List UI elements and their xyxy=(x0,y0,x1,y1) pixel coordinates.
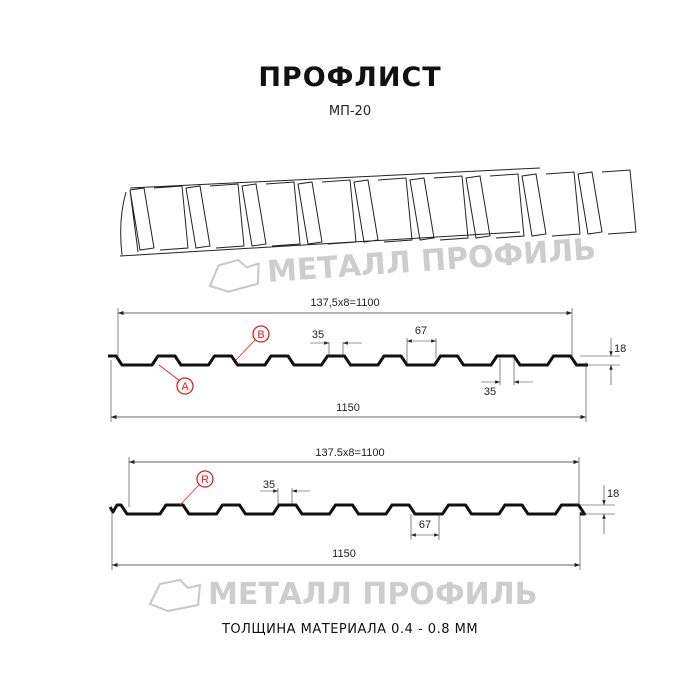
logo-icon xyxy=(208,258,260,293)
watermark-top: МЕТАЛЛ ПРОФИЛЬ xyxy=(208,232,597,293)
page-subtitle: МП-20 xyxy=(328,104,372,119)
sheet-3d-ribs xyxy=(119,167,637,257)
svg-text:R: R xyxy=(201,474,209,486)
height-dim-label: 18 xyxy=(607,488,619,500)
profile-bottom-outline xyxy=(108,503,586,516)
svg-text:B: B xyxy=(257,329,264,341)
material-thickness-note: ТОЛЩИНА МАТЕРИАЛА 0.4 - 0.8 ММ xyxy=(221,622,479,637)
profile-top-outline xyxy=(108,354,588,367)
pitch-dim-label: 137,5x8=1100 xyxy=(310,297,379,309)
svg-text:МЕТАЛЛ ПРОФИЛЬ: МЕТАЛЛ ПРОФИЛЬ xyxy=(208,577,538,612)
marker-r xyxy=(196,470,214,488)
rib-dim-label: 67 xyxy=(419,519,431,531)
svg-text:МЕТАЛЛ ПРОФИЛЬ: МЕТАЛЛ ПРОФИЛЬ xyxy=(266,232,597,290)
width-dim-label: 1150 xyxy=(332,548,356,560)
top-width-label: 35 xyxy=(263,479,275,491)
sheet-3d-view xyxy=(119,167,637,257)
profile-top: 137,5x8=1100 1150 35 67 35 18 A B xyxy=(108,297,626,422)
width-dim-label: 1150 xyxy=(336,402,360,414)
svg-text:A: A xyxy=(181,381,189,393)
bottom-width-label: 35 xyxy=(484,386,496,398)
marker-b xyxy=(252,325,270,343)
pitch-dim-label: 137.5x8=1100 xyxy=(315,447,384,459)
height-dim-label: 18 xyxy=(614,343,626,355)
rib-dim-label: 67 xyxy=(415,325,427,337)
profile-bottom: 137.5x8=1100 1150 35 67 18 R xyxy=(108,447,619,570)
marker-a xyxy=(176,377,194,395)
logo-icon xyxy=(148,578,202,613)
page-title: ПРОФЛИСТ xyxy=(258,62,442,93)
watermark-middle: МЕТАЛЛ ПРОФИЛЬ xyxy=(148,577,538,613)
top-width-label: 35 xyxy=(312,329,324,341)
